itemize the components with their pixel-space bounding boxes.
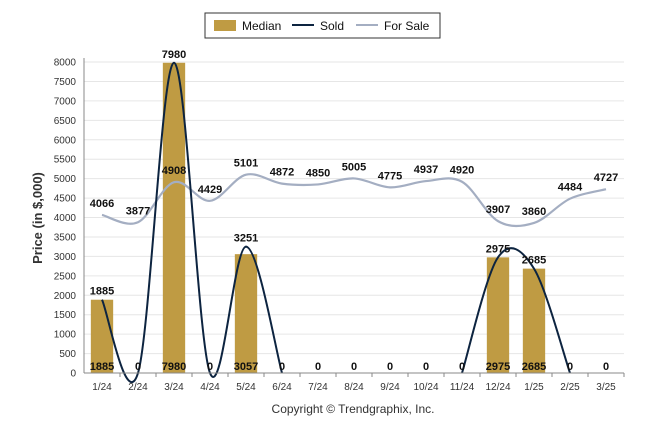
x-tick-label: 4/24 <box>200 382 220 393</box>
x-tick-label: 6/24 <box>272 382 292 393</box>
median-bars <box>90 62 546 374</box>
legend-forsale-label: For Sale <box>384 19 430 33</box>
median-base-label: 0 <box>279 361 285 373</box>
legend-sold-label: Sold <box>320 19 344 33</box>
forsale-data-label: 4908 <box>162 165 186 177</box>
median-base-label: 1885 <box>90 361 114 373</box>
forsale-data-label: 4484 <box>558 182 583 194</box>
median-base-label: 0 <box>315 361 321 373</box>
forsale-data-label: 5005 <box>342 161 366 173</box>
y-tick-label: 0 <box>70 369 76 380</box>
x-tick-label: 3/24 <box>164 382 184 393</box>
forsale-data-label: 4937 <box>414 164 438 176</box>
median-bar <box>486 257 510 373</box>
y-tick-label: 7500 <box>54 77 77 88</box>
x-tick-label: 10/24 <box>413 382 438 393</box>
data-labels: 4066 3877 4908 4429 5101 4872 4850 5005 4775 4937… <box>90 49 618 373</box>
median-base-label: 0 <box>135 361 141 373</box>
forsale-data-label: 4066 <box>90 198 114 210</box>
forsale-data-label: 3877 <box>126 205 150 217</box>
median-bar <box>522 268 546 373</box>
forsale-data-label: 4872 <box>270 167 294 179</box>
legend-box <box>204 12 441 39</box>
y-tick-label: 3000 <box>54 252 77 263</box>
x-tick-label: 1/25 <box>524 382 544 393</box>
forsale-data-label: 4850 <box>306 167 330 179</box>
y-tick-label: 1500 <box>54 310 77 321</box>
sold-data-label: 1885 <box>90 286 114 298</box>
y-tick-label: 7000 <box>54 96 77 107</box>
median-bar <box>162 62 186 374</box>
median-base-label: 2975 <box>486 361 510 373</box>
y-tick-label: 1000 <box>54 330 77 341</box>
x-tick-label: 8/24 <box>344 382 364 393</box>
forsale-data-label: 5101 <box>234 158 258 170</box>
median-base-label: 0 <box>603 361 609 373</box>
median-base-label: 2685 <box>522 361 546 373</box>
x-tick-label: 2/24 <box>128 382 148 393</box>
median-bar <box>234 254 258 373</box>
forsale-data-label: 4920 <box>450 165 474 177</box>
legend-median-label: Median <box>242 19 281 33</box>
median-base-label: 0 <box>567 361 573 373</box>
y-tick-label: 2000 <box>54 291 77 302</box>
sold-data-label: 3251 <box>234 233 258 245</box>
x-tick-label: 3/25 <box>596 382 616 393</box>
median-base-label: 0 <box>423 361 429 373</box>
y-tick-label: 3500 <box>54 232 77 243</box>
forsale-data-label: 3907 <box>486 204 510 216</box>
y-tick-label: 500 <box>59 349 76 360</box>
forsale-line <box>101 173 607 228</box>
y-tick-label: 6000 <box>54 135 77 146</box>
forsale-data-label: 4775 <box>378 170 402 182</box>
forsale-data-label: 4727 <box>594 172 618 184</box>
median-base-label: 0 <box>387 361 393 373</box>
y-axis-title: Price (in $,000) <box>30 172 45 264</box>
y-tick-label: 4000 <box>54 213 77 224</box>
sold-data-label: 2685 <box>522 255 546 267</box>
x-tick-label: 11/24 <box>450 382 475 393</box>
sold-data-label: 2975 <box>486 243 510 255</box>
median-base-label: 0 <box>207 361 213 373</box>
median-base-label: 0 <box>459 361 465 373</box>
sold-data-label: 7980 <box>162 49 186 61</box>
y-tick-label: 6500 <box>54 116 77 127</box>
y-tick-label: 5000 <box>54 174 77 185</box>
legend: Median Sold For Sale <box>204 12 441 39</box>
median-base-label: 0 <box>351 361 357 373</box>
median-base-label: 7980 <box>162 361 186 373</box>
sold-line <box>461 247 571 374</box>
x-tick-label: 7/24 <box>308 382 328 393</box>
axes: 0 500 1000 1500 2000 2500 3000 3500 4000 4500 5000… <box>54 58 625 393</box>
y-tick-label: 2500 <box>54 271 77 282</box>
forsale-data-label: 3860 <box>522 206 546 218</box>
median-base-label: 3057 <box>234 361 258 373</box>
legend-median-swatch <box>214 20 236 31</box>
x-tick-label: 2/25 <box>560 382 580 393</box>
y-tick-label: 4500 <box>54 194 77 205</box>
forsale-data-label: 4429 <box>198 184 222 196</box>
x-tick-label: 5/24 <box>236 382 256 393</box>
x-tick-label: 1/24 <box>92 382 112 393</box>
y-tick-label: 8000 <box>54 58 77 69</box>
x-tick-label: 12/24 <box>485 382 510 393</box>
x-tick-label: 9/24 <box>380 382 400 393</box>
copyright-text: Copyright © Trendgraphix, Inc. <box>272 402 435 416</box>
y-tick-label: 5500 <box>54 155 77 166</box>
